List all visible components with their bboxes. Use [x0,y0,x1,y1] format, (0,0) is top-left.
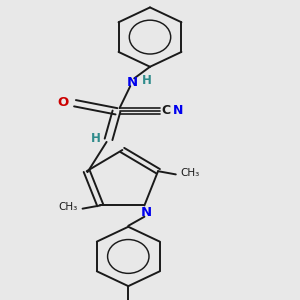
Text: O: O [58,96,69,109]
Text: H: H [142,74,152,87]
Text: N: N [173,104,183,117]
Text: CH₃: CH₃ [181,168,200,178]
Text: C: C [162,104,171,117]
Text: CH₃: CH₃ [58,202,78,212]
Text: N: N [127,76,138,89]
Text: N: N [141,206,152,219]
Text: H: H [91,132,100,145]
